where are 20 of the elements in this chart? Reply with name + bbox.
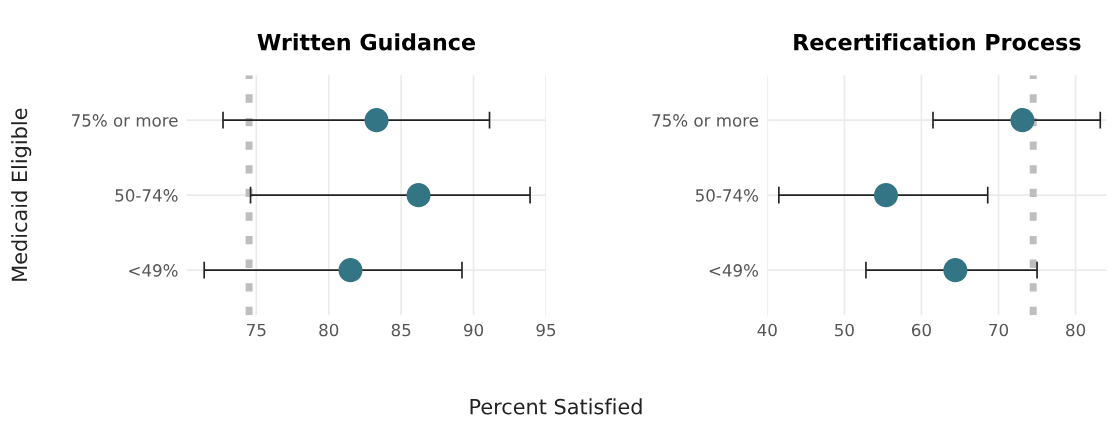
x-axis-title: Percent Satisfied (470, 398, 642, 415)
y-tick-label: <49% (129, 264, 178, 277)
x-tick-label: 50 (835, 323, 854, 337)
chart-title: Recertification Process (794, 33, 1081, 51)
x-tick-label: 95 (536, 323, 556, 337)
chart-title: Written Guidance (257, 33, 475, 51)
x-tick-label: 60 (912, 323, 931, 337)
y-tick-label: <49% (709, 264, 759, 277)
y-tick-label: 50-74% (115, 189, 178, 202)
x-tick-label: 90 (464, 323, 484, 337)
x-tick-label: 75 (247, 323, 266, 337)
x-tick-label: 80 (319, 323, 339, 337)
y-tick-label: 50-74% (695, 189, 759, 202)
y-tick-label: 75% or more (72, 114, 178, 127)
x-tick-label: 85 (391, 323, 411, 337)
x-tick-label: 80 (1066, 323, 1086, 337)
y-tick-label: 75% or more (652, 114, 759, 127)
x-tick-label: 70 (989, 323, 1009, 337)
y-axis-title: Medicaid Eligible (11, 108, 32, 281)
x-tick-label: 40 (757, 323, 777, 337)
